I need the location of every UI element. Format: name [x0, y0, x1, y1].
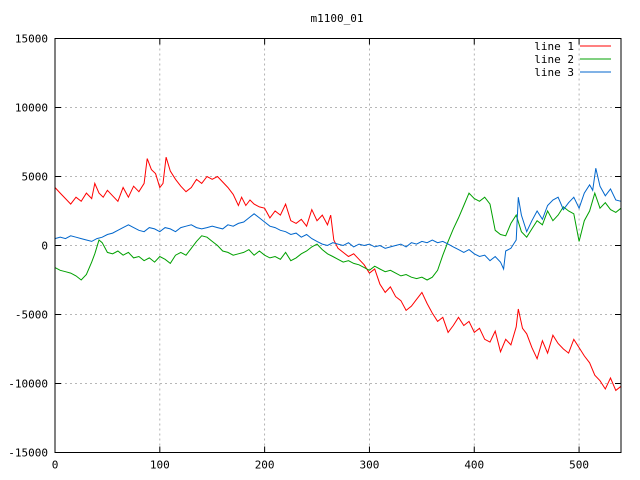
- x-tick-label: 200: [255, 459, 275, 472]
- legend-label-1: line 1: [534, 40, 574, 53]
- y-tick-label: 15000: [15, 33, 48, 46]
- y-tick-label: 5000: [22, 171, 49, 184]
- x-tick-label: 500: [569, 459, 589, 472]
- x-tick-label: 0: [52, 459, 59, 472]
- y-tick-label: -10000: [8, 378, 48, 391]
- x-tick-label: 400: [464, 459, 484, 472]
- y-tick-label: -5000: [15, 309, 48, 322]
- series-line-3: [54, 168, 622, 271]
- legend-label-2: line 2: [534, 53, 574, 66]
- y-tick-label: 10000: [15, 102, 48, 115]
- series-group: [54, 157, 622, 392]
- series-line-2: [54, 191, 622, 281]
- x-tick-label: 300: [360, 459, 380, 472]
- y-tick-label: -15000: [8, 447, 48, 460]
- series-line-1: [54, 157, 622, 392]
- x-tick-label: 100: [150, 459, 170, 472]
- legend-label-3: line 3: [534, 66, 574, 79]
- y-tick-label: 0: [41, 240, 48, 253]
- axis-ticks: 0 100 200 300 400 500 -15000 -10000 -5000 0 5000 10…: [8, 33, 621, 472]
- chart-title: m1100_01: [311, 12, 364, 25]
- grid: [55, 38, 621, 453]
